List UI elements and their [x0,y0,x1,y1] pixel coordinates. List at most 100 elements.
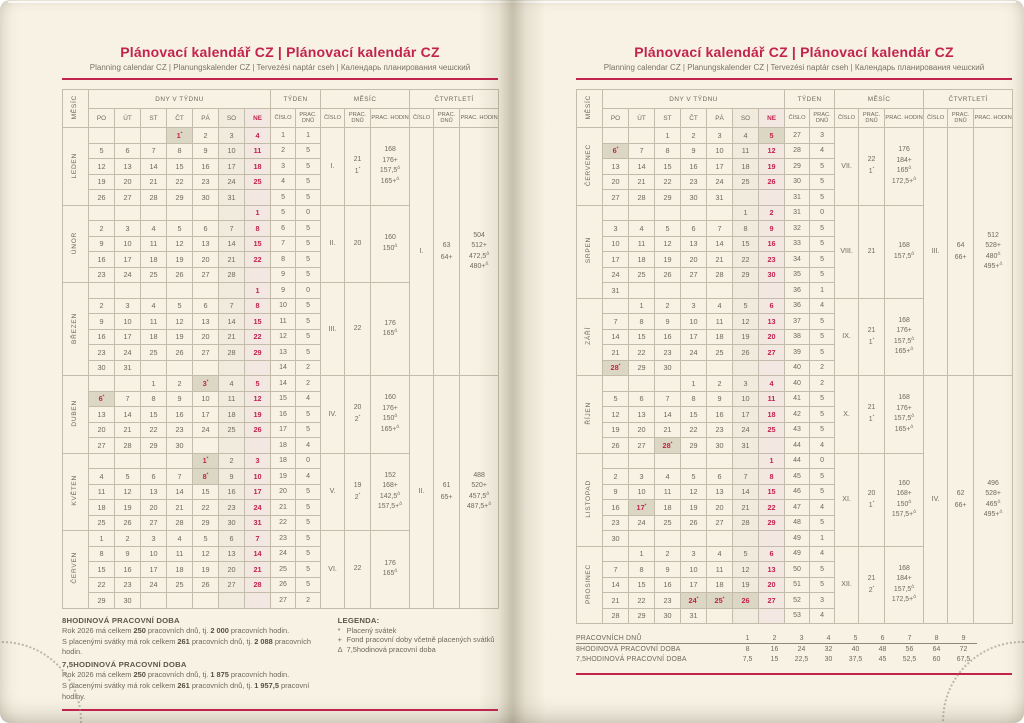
day-cell: 28* [602,359,629,376]
week-workdays: 0 [295,452,322,469]
day-cell: 5 [680,468,707,485]
day-cell: 11 [140,313,167,330]
day-cell: 22 [628,344,655,361]
day-cell [706,607,733,624]
day-cell [628,127,655,144]
month-number: II. [320,204,346,283]
week-workdays: 5 [295,251,322,268]
row-value: 67,5 [956,655,971,663]
week-workdays: 5 [809,390,836,407]
week-number: 21 [270,499,297,516]
day-cell: 29 [654,189,681,206]
day-cell: 29 [628,359,655,376]
day-cell: 27 [88,437,115,454]
day-cell: 15 [88,561,115,578]
day-cell: 14 [140,158,167,175]
day-cell [654,452,681,469]
day-cell: 21 [732,499,759,516]
month-number: V. [320,452,346,531]
week-group-header: TÝDEN [270,89,322,109]
day-cell: 12 [732,561,759,578]
week-workdays: 4 [809,297,836,314]
week-number: 25 [270,561,297,578]
day-cell: 15 [654,158,681,175]
day-cell: 26 [732,592,759,609]
legend-title: LEGENDA: [337,615,380,625]
quarter-workdays: 62 66+ [947,375,975,624]
row-value: 45 [878,655,887,663]
row-value: 52,5 [902,655,917,663]
day-cell: 7 [218,220,245,237]
day-cell: 23 [166,421,193,438]
day-cell [732,530,759,547]
day-cell: 7 [602,313,629,330]
week-workdays: 5 [295,297,322,314]
day-header: NE [243,108,272,128]
day-cell [114,375,141,392]
day-cell: 21 [140,173,167,190]
sub-header: PRAC. HODIN [459,108,500,128]
day-cell: 9 [166,390,193,407]
row-label: 7,5HODINOVÁ PRACOVNÍ DOBA [576,655,687,663]
day-cell: 28 [628,189,655,206]
day-cell [732,607,759,624]
day-cell: 30 [654,359,681,376]
day-cell: 19 [757,158,786,175]
day-cell: 27 [192,266,219,283]
month-workdays: 22 [344,530,372,609]
day-cell [602,452,629,469]
day-cell: 7 [140,142,167,159]
day-cell: 3 [243,452,272,469]
day-cell: 4 [628,220,655,237]
day-cell: 8 [628,561,655,578]
week-number: 4 [270,173,297,190]
row-label: 8HODINOVÁ PRACOVNÍ DOBA [576,645,681,653]
day-cell: 3 [706,127,733,144]
day-cell: 25 [757,421,786,438]
week-number: 16 [270,406,297,423]
day-cell: 23 [680,173,707,190]
week-number: 49 [784,545,811,562]
row-value: 2 [761,633,788,645]
week-number: 17 [270,421,297,438]
day-cell: 14 [243,545,272,562]
day-cell: 4 [140,297,167,314]
day-cell: 3 [114,220,141,237]
day-cell [757,189,786,206]
week-number: 50 [784,561,811,578]
day-cell: 6 [192,297,219,314]
quarter-number: I. [409,127,435,376]
day-cell [140,452,167,469]
week-workdays: 2 [809,359,836,376]
day-cell: 26 [680,514,707,531]
day-cell: 6* [602,142,629,159]
week-number: 43 [784,421,811,438]
week-group-header: TÝDEN [784,89,836,109]
month-number: VI. [320,530,346,609]
sub-header: ČÍSLO [784,108,811,128]
day-cell: 11 [243,142,272,159]
week-workdays: 4 [809,545,836,562]
summary-heading-75h: 7,5HODINOVÁ PRACOVNÍ DOBA [62,660,187,670]
day-cell: 3 [140,530,167,547]
week-number: 5 [270,204,297,221]
sub-header: PRAC. DNŮ [433,108,461,128]
day-cell: 11 [88,483,115,500]
day-cell: 11 [166,545,193,562]
quarter-workhours: 504 512+ 472,5Δ 480+Δ [459,127,500,376]
day-cell: 15 [140,406,167,423]
week-workdays: 4 [809,607,836,624]
day-cell: 1 [140,375,167,392]
week-workdays: 5 [295,313,322,330]
day-cell: 1 [628,545,655,562]
day-cell [114,282,141,299]
day-cell: 4 [654,468,681,485]
row-value: 32 [824,645,833,653]
day-cell: 26 [192,576,219,593]
day-cell: 20 [757,328,786,345]
day-cell: 1 [243,204,272,221]
day-cell: 14 [218,313,245,330]
days-group-header: DNY V TÝDNU [601,89,786,109]
day-cell: 21 [218,251,245,268]
